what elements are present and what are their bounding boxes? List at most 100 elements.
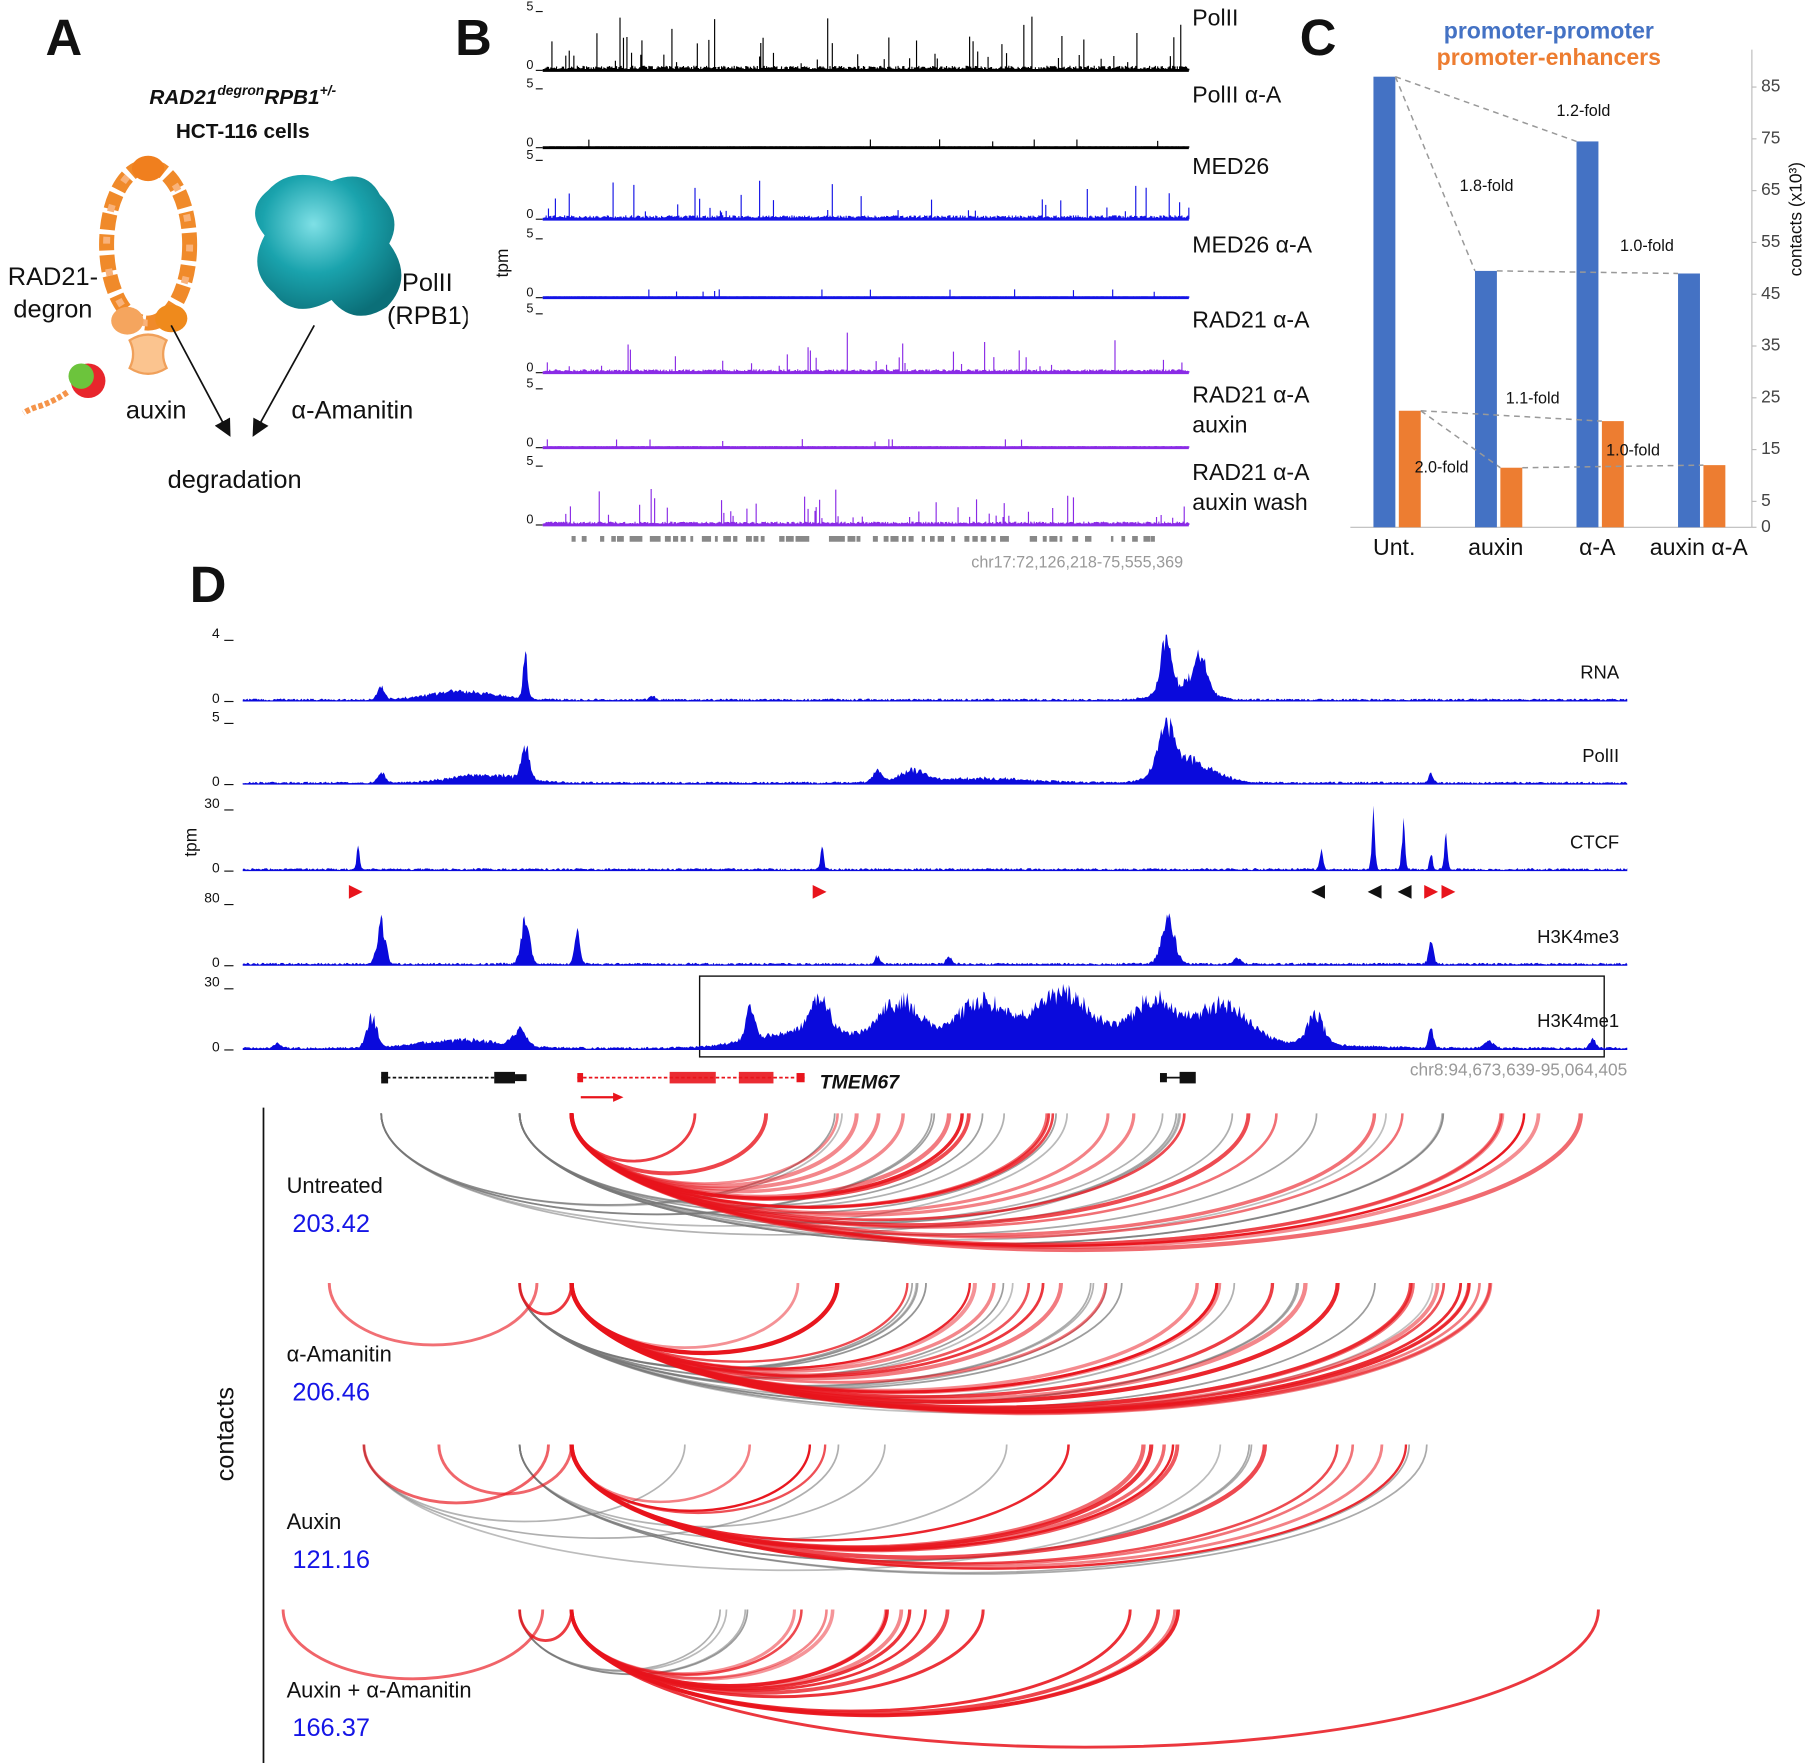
bar: [1500, 467, 1523, 528]
panel-label: A: [46, 9, 83, 66]
contact-arc: [518, 1283, 919, 1370]
y-tick-label: 15: [1761, 438, 1780, 458]
signal-track: [544, 180, 1190, 220]
x-tick-label: auxin α-A: [1649, 535, 1748, 561]
x-tick-label: α-A: [1579, 535, 1616, 561]
track-label: PolII: [1582, 745, 1619, 766]
superscript: degron: [217, 82, 264, 98]
track-label-box: PolII: [1192, 5, 1239, 32]
exon: [1159, 1073, 1167, 1083]
contact-arc: [570, 1113, 1186, 1222]
superscript: +/-: [320, 82, 337, 98]
axis-label: tpm: [492, 249, 512, 278]
arrow: [170, 324, 231, 437]
condition-label: Auxin + α-Amanitin: [287, 1677, 472, 1702]
contact-count: 121.16: [292, 1546, 370, 1574]
y-tick-label: 0: [212, 859, 220, 875]
track-label: RAD21 α-A auxin: [1192, 383, 1309, 439]
track-label: PolII α-A: [1192, 83, 1282, 109]
ring-head: [111, 306, 144, 335]
polii-blob: [255, 174, 402, 316]
track-label: MED26 α-A: [1192, 233, 1313, 259]
y-tick-label: 5: [526, 227, 533, 241]
y-tick-label: 0: [212, 1038, 220, 1054]
y-tick-label: 5: [212, 708, 220, 724]
bar: [1678, 273, 1700, 528]
y-tick-label: 5: [526, 454, 533, 468]
fold-change: 2.0-fold: [1415, 459, 1469, 477]
y-tick-label: 0: [526, 58, 533, 72]
contact-arc: [380, 1113, 843, 1207]
motif-reverse: [1311, 884, 1325, 899]
y-tick-label: 0: [212, 773, 220, 789]
y-tick-label: 65: [1761, 179, 1780, 199]
contact-arc: [570, 1444, 1070, 1542]
gene-track: [381, 1071, 1196, 1102]
cell-line-genotype: RAD21degronRPB1+/-: [149, 82, 336, 110]
outcome: degradation: [168, 466, 302, 494]
exon: [515, 1074, 527, 1082]
contact-arc: [518, 1283, 573, 1316]
contact-arc: [570, 1283, 800, 1350]
contact-arc: [518, 1283, 927, 1371]
y-tick-label: 75: [1761, 127, 1780, 147]
fold-change: 1.0-fold: [1606, 441, 1660, 459]
y-tick-label: 4: [212, 625, 220, 641]
gene-name: TMEM67: [820, 1072, 901, 1094]
comparison-line: [1496, 270, 1679, 275]
genomic-region: chr8:94,673,639-95,064,405: [1410, 1059, 1627, 1079]
contact-arc: [281, 1609, 545, 1681]
x-tick-label-box: Unt.: [1373, 535, 1415, 560]
y-tick-label: 55: [1761, 231, 1780, 251]
contact-arc: [570, 1113, 697, 1163]
degron-linker: [21, 389, 69, 416]
y-tick-label: 0: [526, 207, 533, 221]
contact-arc: [569, 1609, 950, 1695]
bar: [1601, 421, 1624, 528]
contact-arc: [380, 1113, 836, 1206]
legend-entry: promoter-enhancers: [1437, 44, 1661, 70]
y-tick-label: 35: [1761, 335, 1780, 355]
axis-label: contacts (x10³): [1785, 162, 1805, 276]
comparison-line: [1420, 410, 1602, 422]
contact-arc: [569, 1113, 769, 1176]
contact-arc: [362, 1444, 550, 1505]
ring-base: [128, 333, 169, 375]
comparison-line: [1394, 76, 1476, 272]
exon: [738, 1071, 774, 1084]
motif-forward: [812, 884, 827, 899]
signal-track: [242, 805, 1628, 872]
exon: [669, 1071, 716, 1084]
track-label-box: MED26: [1192, 155, 1269, 180]
y-tick-label: 80: [204, 889, 220, 905]
panel-label: D: [190, 556, 227, 613]
ring-head: [131, 155, 165, 182]
bar: [1576, 141, 1599, 528]
contact-count: 206.46: [292, 1378, 370, 1406]
y-tick-label: 30: [204, 974, 220, 990]
track-label: PolII: [1192, 5, 1239, 32]
x-tick-label: auxin: [1468, 535, 1524, 561]
contact-count: 166.37: [292, 1714, 370, 1742]
contact-arc: [570, 1444, 1175, 1552]
contact-arc: [518, 1609, 573, 1642]
axis-label: tpm: [181, 828, 201, 857]
contact-arc: [570, 1609, 796, 1676]
contact-arc: [363, 1444, 1222, 1571]
y-tick-label: 0: [526, 135, 533, 149]
contact-arc: [518, 1609, 749, 1676]
y-tick-label: 45: [1761, 283, 1780, 303]
ctcf-motifs: [348, 884, 1456, 899]
track-label-box: PolII α-A: [1192, 83, 1282, 109]
fold-change: 1.1-fold: [1506, 389, 1560, 407]
exon: [494, 1071, 516, 1084]
signal-track: [242, 913, 1628, 966]
legend-entry: promoter-promoter: [1444, 17, 1654, 43]
bar: [1373, 76, 1396, 528]
comparison-line: [1522, 464, 1704, 469]
contact-arc: [518, 1444, 1008, 1541]
gene: RAD21: [149, 87, 217, 110]
panel-label: C: [1300, 9, 1337, 66]
genomic-region: chr17:72,126,218-75,555,369: [971, 553, 1183, 571]
